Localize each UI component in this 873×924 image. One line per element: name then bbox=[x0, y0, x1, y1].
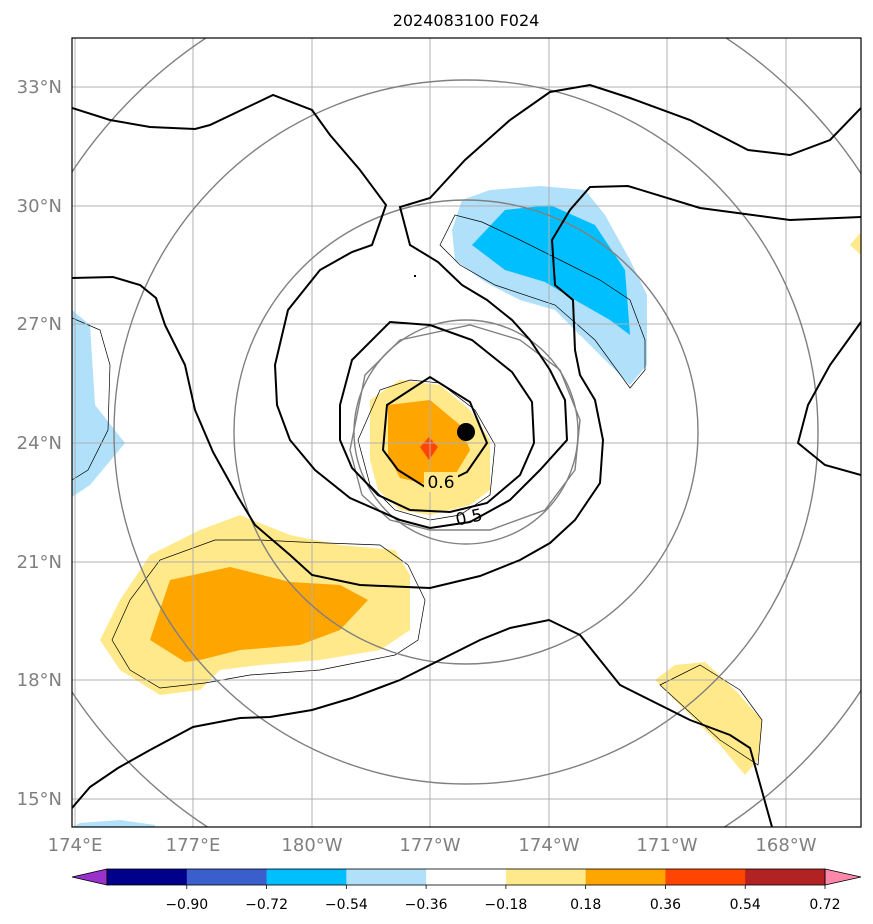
colorbar: −0.90 −0.72 −0.54 −0.36 −0.18 0.18 0.36 0.54 0.7… bbox=[71, 868, 862, 913]
colorbar-segment bbox=[585, 869, 666, 885]
lat-tick: 33°N bbox=[17, 77, 62, 98]
lon-tick: 168°W bbox=[755, 835, 816, 856]
colorbar-segment bbox=[665, 869, 746, 885]
colorbar-segment bbox=[266, 869, 347, 885]
contour-label-bg-06 bbox=[424, 472, 458, 492]
lon-tick: 174°E bbox=[48, 835, 103, 856]
colorbar-tick-label: −0.18 bbox=[484, 897, 527, 913]
lon-tick: 177°E bbox=[166, 835, 221, 856]
colorbar-tick-label: −0.90 bbox=[165, 897, 208, 913]
colorbar-tick-label: −0.54 bbox=[325, 897, 368, 913]
colorbar-segment bbox=[107, 869, 188, 885]
colorbar-segment bbox=[745, 869, 826, 885]
black-contours bbox=[72, 83, 861, 827]
lat-tick: 24°N bbox=[17, 433, 62, 454]
shading-positive bbox=[100, 232, 861, 775]
lon-tick: 171°W bbox=[636, 835, 697, 856]
colorbar-tick-label: 0.54 bbox=[730, 897, 761, 913]
shading-outlines bbox=[72, 214, 763, 766]
inner-gray-contour bbox=[349, 324, 581, 531]
lon-tick: 180°W bbox=[281, 835, 342, 856]
colorbar-tick-label: 0.72 bbox=[809, 897, 840, 913]
plot-title: 2024083100 F024 bbox=[393, 11, 540, 30]
lat-tick-labels: 33°N 30°N 27°N 24°N 21°N 18°N 15°N bbox=[17, 77, 62, 810]
colorbar-frame bbox=[106, 868, 826, 886]
lon-tick-labels: 174°E 177°E 180°W 177°W 174°W 171°W 168°… bbox=[48, 835, 817, 856]
colorbar-segment bbox=[186, 869, 268, 885]
lon-tick: 174°W bbox=[518, 835, 579, 856]
colorbar-extend-high bbox=[824, 868, 862, 886]
lat-tick: 27°N bbox=[17, 314, 62, 335]
map-area: 0.6 0.5 bbox=[72, 38, 861, 827]
colorbar-segment bbox=[505, 869, 587, 885]
contour-label-06: 0.6 bbox=[427, 473, 454, 493]
colorbar-segment bbox=[346, 869, 427, 885]
lat-tick: 18°N bbox=[17, 670, 62, 691]
lat-tick: 30°N bbox=[17, 196, 62, 217]
map-frame bbox=[71, 37, 862, 828]
colorbar-tick-label: −0.36 bbox=[405, 897, 448, 913]
colorbar-tick-label: 0.18 bbox=[570, 897, 601, 913]
lon-tick: 177°W bbox=[399, 835, 460, 856]
lat-tick: 15°N bbox=[17, 789, 62, 810]
colorbar-tick-label: −0.72 bbox=[245, 897, 288, 913]
colorbar-extend-low bbox=[71, 868, 108, 886]
colorbar-segment bbox=[426, 869, 507, 885]
colorbar-tick-label: 0.36 bbox=[650, 897, 681, 913]
lat-tick: 21°N bbox=[17, 552, 62, 573]
storm-center-marker bbox=[457, 423, 475, 441]
